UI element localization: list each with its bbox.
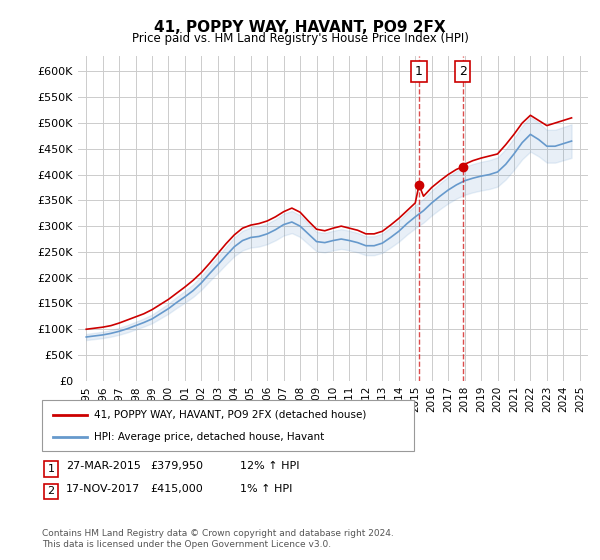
Text: HPI: Average price, detached house, Havant: HPI: Average price, detached house, Hava… bbox=[94, 432, 325, 442]
Text: 17-NOV-2017: 17-NOV-2017 bbox=[66, 484, 140, 494]
Text: Contains HM Land Registry data © Crown copyright and database right 2024.
This d: Contains HM Land Registry data © Crown c… bbox=[42, 529, 394, 549]
FancyBboxPatch shape bbox=[44, 484, 58, 500]
Text: £379,950: £379,950 bbox=[150, 461, 203, 472]
Text: 1: 1 bbox=[47, 464, 55, 474]
Text: 41, POPPY WAY, HAVANT, PO9 2FX (detached house): 41, POPPY WAY, HAVANT, PO9 2FX (detached… bbox=[94, 409, 367, 419]
Text: 27-MAR-2015: 27-MAR-2015 bbox=[66, 461, 141, 472]
Text: £415,000: £415,000 bbox=[150, 484, 203, 494]
Text: Price paid vs. HM Land Registry's House Price Index (HPI): Price paid vs. HM Land Registry's House … bbox=[131, 32, 469, 45]
FancyBboxPatch shape bbox=[44, 461, 58, 477]
Text: 2: 2 bbox=[459, 65, 467, 78]
Text: 41, POPPY WAY, HAVANT, PO9 2FX: 41, POPPY WAY, HAVANT, PO9 2FX bbox=[154, 20, 446, 35]
Text: 12% ↑ HPI: 12% ↑ HPI bbox=[240, 461, 299, 472]
Text: 2: 2 bbox=[47, 487, 55, 496]
FancyBboxPatch shape bbox=[42, 400, 414, 451]
Text: 1% ↑ HPI: 1% ↑ HPI bbox=[240, 484, 292, 494]
Text: 1: 1 bbox=[415, 65, 423, 78]
